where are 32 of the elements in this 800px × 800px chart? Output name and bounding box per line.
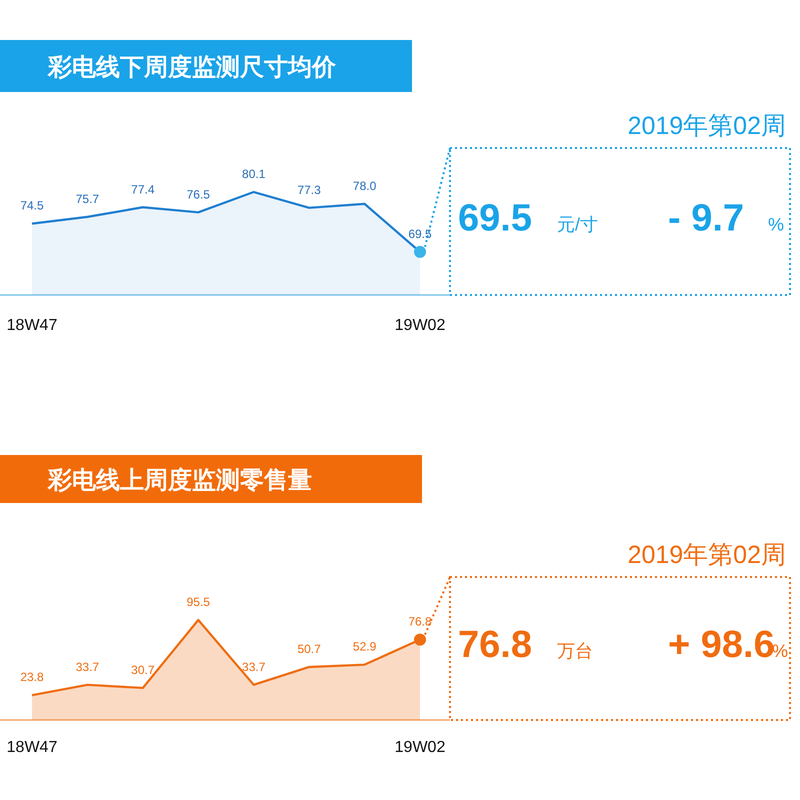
data-label: 74.5	[20, 198, 44, 213]
data-label: 69.5	[408, 226, 432, 241]
text: 2019年第02周	[628, 112, 786, 140]
x-tick-label: 19W02	[394, 739, 446, 756]
text: %	[772, 641, 788, 662]
data-label: 30.7	[131, 662, 155, 677]
data-label: 33.7	[76, 660, 100, 674]
data-label: 80.1	[242, 167, 266, 181]
text: 2019年第02周	[628, 541, 786, 569]
data-label: 95.5	[186, 595, 210, 609]
x-tick-label: 18W47	[6, 317, 58, 334]
data-label: 77.4	[131, 182, 155, 196]
data-label: 33.7	[242, 660, 266, 674]
text: 76.8	[458, 624, 532, 666]
data-label: 78.0	[352, 178, 377, 193]
text: 69.5	[458, 197, 532, 240]
text: 万台	[557, 641, 593, 662]
data-label: 77.3	[297, 182, 322, 197]
data-label: 50.7	[297, 642, 322, 656]
data-label: 76.5	[186, 187, 210, 202]
data-label: 23.8	[20, 670, 44, 684]
text: + 98.6	[668, 624, 775, 666]
title: 彩电线上周度监测零售量	[48, 467, 312, 494]
x-tick-label: 18W47	[6, 739, 58, 756]
text: 元/寸	[557, 214, 598, 234]
data-label: 76.8	[408, 614, 432, 629]
text: %	[768, 214, 784, 234]
x-tick-label: 19W02	[394, 317, 446, 334]
title: 彩电线下周度监测尺寸均价	[48, 54, 336, 81]
data-label: 75.7	[76, 192, 100, 206]
data-label: 52.9	[352, 640, 377, 654]
text: - 9.7	[668, 197, 744, 240]
